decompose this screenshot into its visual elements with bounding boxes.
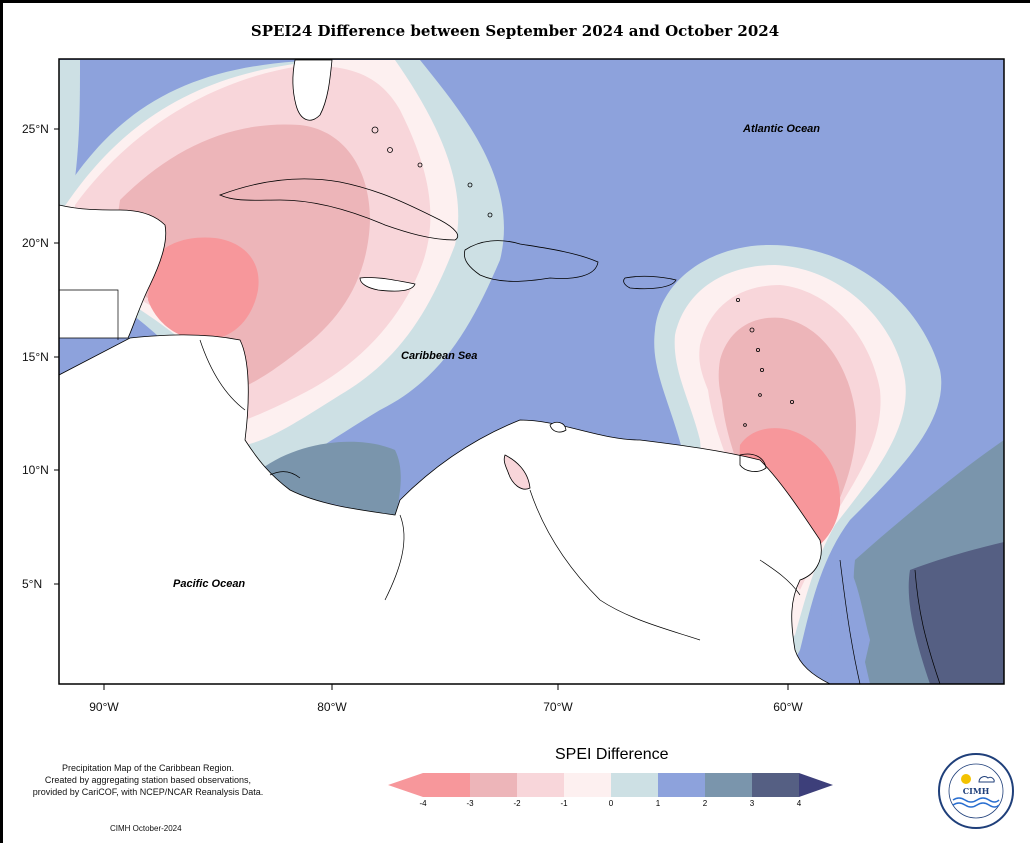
footnote: Precipitation Map of the Caribbean Regio… xyxy=(8,762,288,798)
legend-bin-3-4 xyxy=(752,773,799,797)
land-masses xyxy=(59,59,831,684)
footnote-line-3: provided by CariCOF, with NCEP/NCAR Rean… xyxy=(32,787,264,797)
label-caribbean-sea: Caribbean Sea xyxy=(401,350,478,362)
island-barbados xyxy=(790,399,795,404)
borders xyxy=(59,289,941,684)
border-suriname-guiana xyxy=(914,569,941,684)
wave-icon-2 xyxy=(952,802,1000,808)
lon-label-70: 70°W xyxy=(543,700,573,714)
border-colombia-venezuela xyxy=(529,489,701,641)
legend-bin-minus1-0 xyxy=(564,773,611,797)
lat-label-10: 10°N xyxy=(22,463,49,477)
footnote-line-2: Created by aggregating station based obs… xyxy=(44,775,252,785)
island-antilles-2 xyxy=(749,327,755,333)
sun-icon xyxy=(961,774,971,784)
lat-label-5: 5°N xyxy=(22,577,43,591)
island-antilles-4 xyxy=(760,367,765,372)
land-jamaica xyxy=(359,277,416,292)
land-cuba xyxy=(218,178,459,241)
legend-arrow-right xyxy=(799,773,833,797)
logo-abbreviation: CIMH xyxy=(963,786,990,796)
island-turks xyxy=(487,212,493,218)
land-puerto-rico xyxy=(623,275,677,290)
legend-arrow-left xyxy=(388,773,423,797)
legend-tick-4: 4 xyxy=(796,799,802,808)
border-belize xyxy=(59,289,119,340)
island-antilles-1 xyxy=(736,297,741,302)
axis-ticks xyxy=(54,128,789,690)
credit-line: CIMH October-2024 xyxy=(110,824,182,833)
cimh-logo: CIMH xyxy=(938,753,1014,829)
island-bahamas-2 xyxy=(387,147,393,153)
island-antilles-5 xyxy=(758,393,762,397)
legend-title: SPEI Difference xyxy=(555,746,669,763)
land-trinidad xyxy=(739,453,767,472)
island-grenada xyxy=(743,423,747,427)
map-frame xyxy=(58,58,1005,685)
land-central-south-america xyxy=(59,334,831,684)
legend-tick-0: 0 xyxy=(608,799,614,808)
legend-bin-1-2 xyxy=(658,773,705,797)
legend-bin-2-3 xyxy=(705,773,752,797)
label-pacific-ocean: Pacific Ocean xyxy=(173,578,246,590)
border-venezuela-guyana xyxy=(759,559,801,596)
border-colombia-panama xyxy=(384,514,405,601)
legend-bin-minus4-minus3 xyxy=(423,773,470,797)
cloud-icon xyxy=(978,776,995,783)
border-guyana-suriname xyxy=(839,559,861,684)
islands xyxy=(371,126,795,427)
border-costa-rica xyxy=(269,471,301,479)
lat-label-20: 20°N xyxy=(22,236,49,250)
island-bahamas-4 xyxy=(467,182,473,188)
legend-tick-1: 1 xyxy=(655,799,661,808)
border-honduras xyxy=(199,339,246,411)
legend-tick-minus1: -1 xyxy=(560,799,568,808)
lon-label-60: 60°W xyxy=(773,700,803,714)
island-bahamas-3 xyxy=(417,162,423,168)
legend-tick-minus3: -3 xyxy=(466,799,474,808)
lon-label-80: 80°W xyxy=(317,700,347,714)
field-bin-2-3-panama xyxy=(260,441,401,520)
field-bin-1-2-suriname-west xyxy=(829,560,870,684)
footnote-line-1: Precipitation Map of the Caribbean Regio… xyxy=(61,763,235,773)
land-guajira-peninsula xyxy=(503,454,531,490)
island-bahamas-1 xyxy=(371,126,379,134)
legend-tick-minus4: -4 xyxy=(419,799,427,808)
legend-bin-minus2-minus1 xyxy=(517,773,564,797)
land-florida xyxy=(292,59,333,121)
legend-colorbar xyxy=(388,773,833,797)
legend-tick-minus2: -2 xyxy=(513,799,521,808)
label-atlantic-ocean: Atlantic Ocean xyxy=(743,123,821,135)
lat-label-15: 15°N xyxy=(22,350,49,364)
legend-bin-0-1 xyxy=(611,773,658,797)
map-title: SPEI24 Difference between September 2024… xyxy=(250,22,780,40)
legend-tick-3: 3 xyxy=(749,799,755,808)
land-hispaniola xyxy=(463,240,599,282)
land-yucatan xyxy=(59,204,167,339)
legend-bin-minus3-minus2 xyxy=(470,773,517,797)
lat-label-25: 25°N xyxy=(22,122,49,136)
land-curacao xyxy=(549,421,567,433)
field-bin-minus4-minus3-west xyxy=(148,237,259,340)
field-bin-3-4-guianas xyxy=(908,542,1004,684)
wave-icon xyxy=(952,797,1000,803)
island-antilles-3 xyxy=(756,347,761,352)
legend-tick-2: 2 xyxy=(702,799,708,808)
lon-label-90: 90°W xyxy=(89,700,119,714)
